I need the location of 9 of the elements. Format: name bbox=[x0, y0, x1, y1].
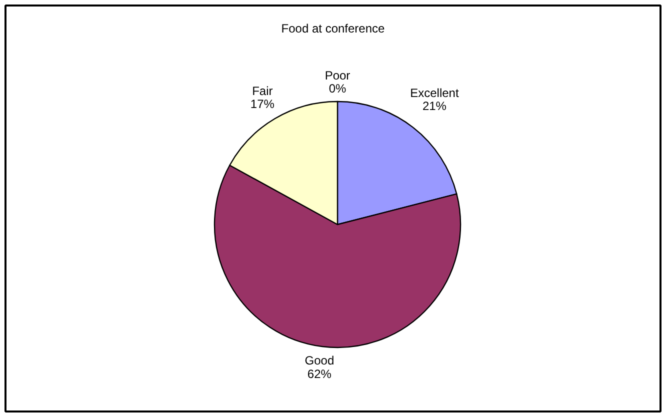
text: 0% bbox=[328, 82, 346, 96]
slice-label: Fair bbox=[252, 84, 273, 98]
slice-label: Good bbox=[304, 354, 334, 368]
slice-label: Excellent bbox=[410, 86, 460, 100]
data-label: 62% bbox=[307, 366, 332, 381]
chart-title: Food at conference bbox=[281, 22, 386, 36]
data-label: 21% bbox=[422, 99, 447, 114]
data-label: 17% bbox=[250, 97, 275, 112]
category-label: Poor bbox=[324, 68, 350, 82]
